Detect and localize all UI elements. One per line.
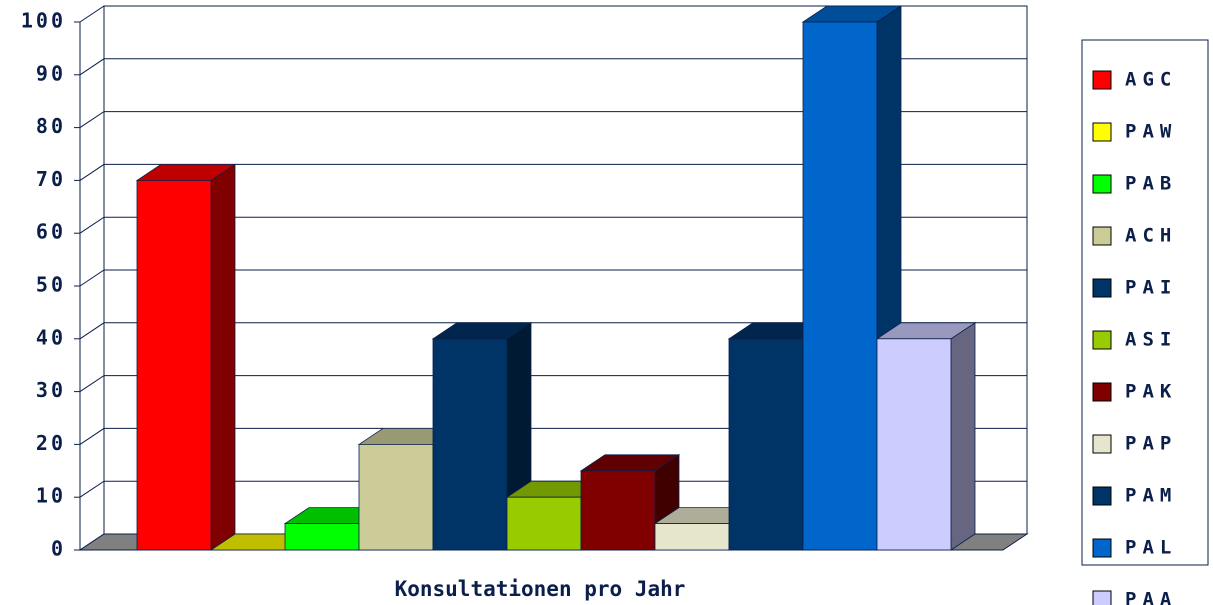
legend-label: PAI <box>1125 277 1177 299</box>
bar-side <box>950 322 976 551</box>
grid-line <box>79 427 1027 445</box>
legend-swatch <box>1092 122 1112 142</box>
bar-front <box>432 338 508 551</box>
legend-label: PAP <box>1125 433 1177 455</box>
bar-front <box>284 523 360 551</box>
y-tick-label: 10 <box>36 484 66 508</box>
legend-swatch <box>1092 382 1112 402</box>
grid-line <box>79 163 1027 181</box>
y-tick-label: 80 <box>36 114 66 138</box>
legend-swatch <box>1092 278 1112 298</box>
y-tick-label: 40 <box>36 325 66 349</box>
legend-label: PAK <box>1125 381 1177 403</box>
bar-front <box>136 179 212 551</box>
legend-label: ASI <box>1125 329 1177 351</box>
bar-side <box>210 163 236 551</box>
legend-label: PAM <box>1125 485 1177 507</box>
legend-swatch <box>1092 486 1112 506</box>
legend-label: PAW <box>1125 121 1177 143</box>
legend-swatch <box>1092 538 1112 558</box>
bar <box>135 163 237 551</box>
bar-front <box>802 21 878 551</box>
grid-line <box>79 58 1027 76</box>
grid-line <box>79 111 1027 129</box>
bar-front <box>580 470 656 551</box>
y-tick-label: 30 <box>36 378 66 402</box>
grid-line <box>79 480 1027 498</box>
bar <box>801 5 903 551</box>
grid-line <box>79 375 1027 393</box>
grid-line <box>79 5 1027 23</box>
bar-front <box>876 338 952 551</box>
grid-line <box>79 322 1027 340</box>
y-tick-label: 50 <box>36 273 66 297</box>
bar-front <box>654 523 730 551</box>
y-tick-label: 100 <box>21 9 66 33</box>
legend-swatch <box>1092 70 1112 90</box>
legend-swatch <box>1092 434 1112 454</box>
x-axis-label: Konsultationen pro Jahr <box>395 577 686 601</box>
legend-swatch <box>1092 330 1112 350</box>
legend-label: PAB <box>1125 173 1177 195</box>
legend-label: ACH <box>1125 225 1177 247</box>
legend-swatch <box>1092 226 1112 246</box>
y-tick-label: 90 <box>36 61 66 85</box>
y-tick-label: 70 <box>36 167 66 191</box>
legend-label: PAL <box>1125 537 1177 559</box>
legend-label: AGC <box>1125 69 1177 91</box>
y-tick-label: 20 <box>36 431 66 455</box>
y-tick-label: 0 <box>51 537 66 561</box>
bar-front <box>506 496 582 551</box>
bar-front <box>728 338 804 551</box>
bar-front <box>358 443 434 551</box>
grid-line <box>79 216 1027 234</box>
legend-swatch <box>1092 590 1112 605</box>
bar <box>875 322 977 551</box>
legend-swatch <box>1092 174 1112 194</box>
legend-label: PAA <box>1125 589 1177 605</box>
grid-line <box>79 269 1027 287</box>
y-tick-label: 60 <box>36 220 66 244</box>
